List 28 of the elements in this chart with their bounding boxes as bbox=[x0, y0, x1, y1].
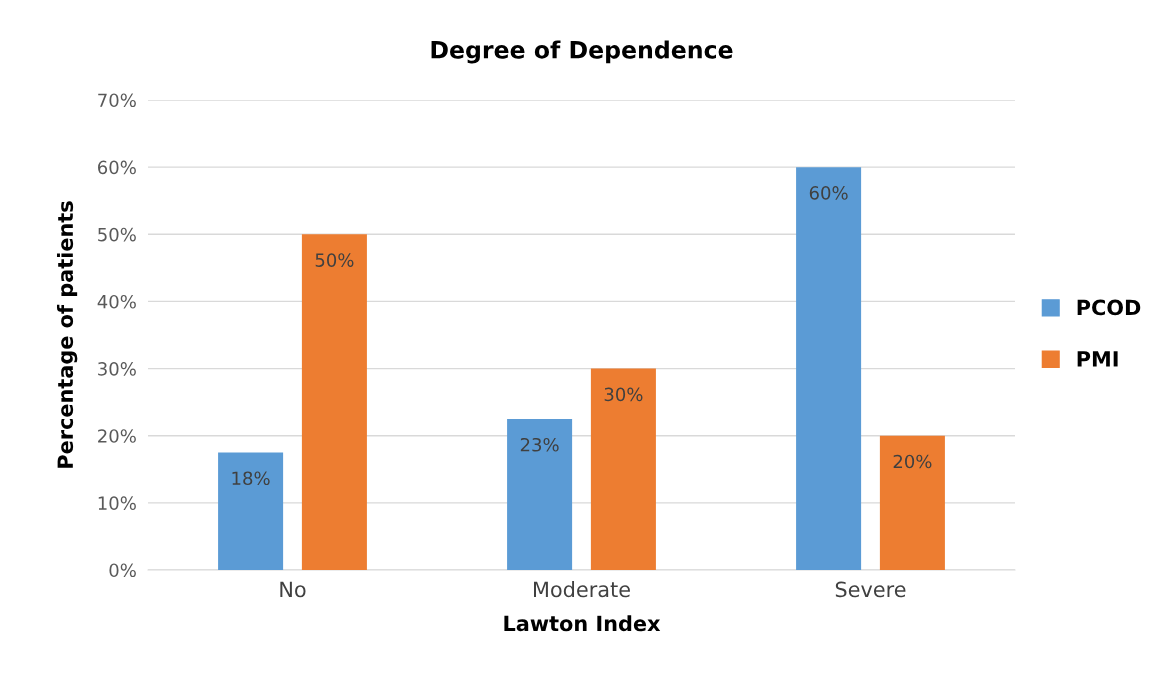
x-tick-label: Severe bbox=[835, 581, 906, 598]
y-tick-label: 10% bbox=[98, 496, 136, 510]
data-label: 30% bbox=[604, 387, 643, 402]
y-tick-label: 40% bbox=[97, 294, 136, 309]
x-axis-title: Lawton Index bbox=[504, 615, 661, 632]
y-tick-label: 20% bbox=[98, 429, 136, 443]
y-tick-label: 0% bbox=[109, 563, 136, 578]
bar bbox=[590, 368, 656, 570]
bar bbox=[301, 234, 367, 570]
bar bbox=[218, 452, 284, 570]
bar bbox=[507, 418, 573, 570]
data-label: 60% bbox=[809, 186, 848, 200]
data-label: 23% bbox=[520, 437, 559, 452]
y-tick-label: 30% bbox=[98, 362, 136, 376]
bar bbox=[796, 167, 862, 570]
y-axis-title: Percentage of patients bbox=[56, 201, 78, 468]
chart-title: Degree of Dependence bbox=[431, 40, 733, 64]
x-tick-label: Moderate bbox=[534, 581, 630, 598]
data-label: 18% bbox=[232, 471, 270, 486]
bar bbox=[879, 435, 945, 570]
legend-label: PCOD bbox=[1077, 299, 1141, 316]
y-tick-label: 70% bbox=[98, 93, 136, 108]
data-label: 20% bbox=[893, 454, 932, 469]
x-tick-label: No bbox=[280, 581, 306, 598]
y-tick-label: 60% bbox=[98, 160, 136, 175]
legend-label: PMI bbox=[1077, 351, 1118, 367]
y-tick-label: 50% bbox=[98, 227, 136, 242]
data-label: 50% bbox=[315, 253, 354, 267]
